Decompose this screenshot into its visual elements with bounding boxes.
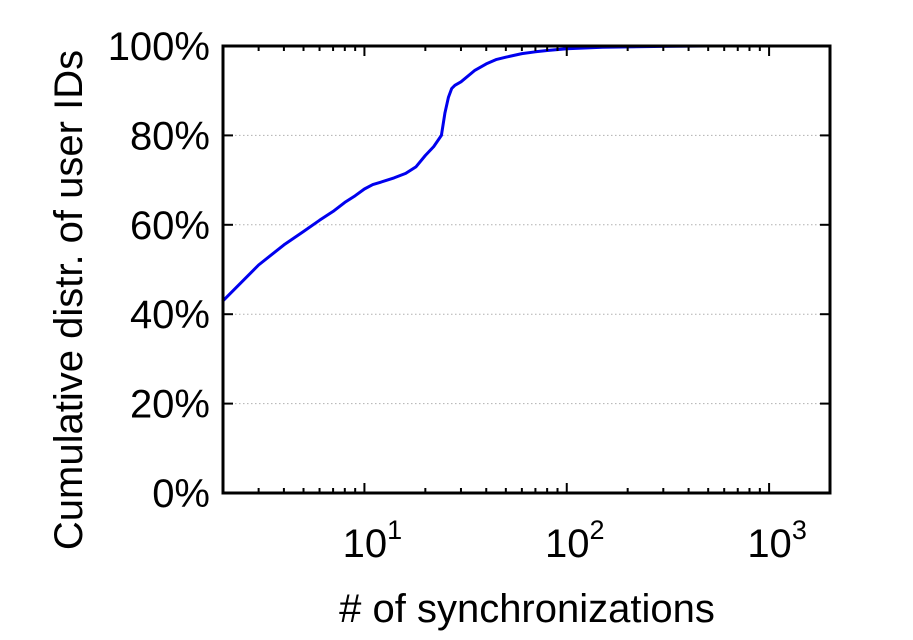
x-tick-label-base-2: 10 — [747, 522, 792, 566]
y-tick-label-5: 100% — [108, 25, 210, 69]
x-tick-label-exp-2: 3 — [792, 515, 807, 545]
x-tick-label-base-1: 10 — [545, 522, 590, 566]
plot-frame — [221, 44, 832, 495]
y-tick-label-0: 0% — [152, 472, 210, 516]
y-axis-label: Cumulative distr. of user IDs — [47, 50, 91, 550]
x-tick-label-exp-0: 1 — [387, 515, 402, 545]
y-tick-label-3: 60% — [130, 204, 210, 248]
x-tick-label-base-0: 10 — [343, 522, 388, 566]
y-tick-label-4: 80% — [130, 114, 210, 158]
tick-label-layer: 0%20%40%60%80%100%101 102 103 — [108, 25, 807, 566]
x-tick-label-exp-1: 2 — [589, 515, 604, 545]
grid-layer — [223, 134, 830, 405]
cdf-series-line-0 — [221, 44, 832, 303]
x-tick-label-0: 101 — [343, 515, 403, 566]
x-tick-label-2: 103 — [747, 515, 807, 566]
series-layer — [221, 44, 832, 303]
y-tick-label-1: 20% — [130, 383, 210, 427]
y-tick-label-2: 40% — [130, 293, 210, 337]
x-axis-label: # of synchronizations — [339, 587, 715, 631]
x-tick-label-1: 102 — [545, 515, 605, 566]
tick-layer — [222, 45, 831, 494]
